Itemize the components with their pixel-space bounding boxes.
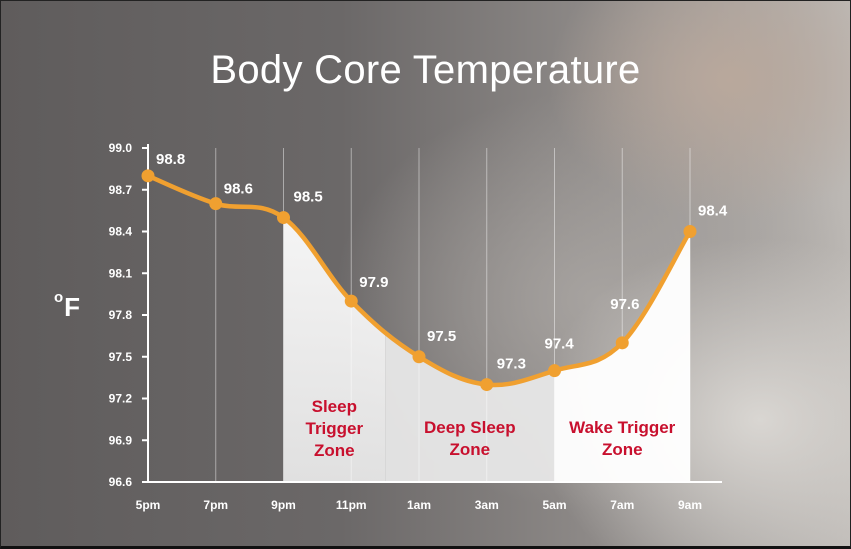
data-point-7pm	[209, 197, 223, 211]
x-tick-label-9am: 9am	[678, 498, 702, 512]
data-point-5pm	[141, 169, 155, 183]
zone-label-1-line-0: Deep Sleep	[424, 418, 516, 437]
data-label-5pm: 98.8	[156, 151, 185, 168]
degree-symbol: o	[54, 289, 64, 307]
y-tick-label: 98.1	[109, 266, 133, 280]
chart-title: Body Core Temperature	[210, 48, 641, 92]
data-point-9pm	[277, 211, 290, 225]
y-tick-label: 99.0	[109, 141, 133, 155]
data-label-9pm: 98.5	[294, 189, 323, 206]
zone-label-2-line-1: Zone	[602, 440, 643, 459]
y-tick-label: 97.5	[109, 350, 133, 364]
data-point-11pm	[344, 294, 358, 308]
data-point-5am	[548, 364, 561, 378]
y-axis-unit: F	[64, 292, 81, 322]
data-label-5am: 97.4	[545, 336, 575, 353]
zone-label-0-line-1: Trigger	[306, 419, 364, 438]
y-tick-label: 97.8	[109, 308, 133, 322]
x-tick-label-1am: 1am	[407, 498, 431, 512]
data-label-9am: 98.4	[698, 203, 728, 220]
zone-label-1-line-1: Zone	[450, 440, 491, 459]
x-tick-label-5pm: 5pm	[136, 498, 161, 512]
data-point-3am	[480, 378, 494, 392]
data-label-1am: 97.5	[427, 328, 456, 345]
data-label-7am: 97.6	[610, 296, 639, 313]
y-axis-unit-label: oF	[54, 289, 81, 323]
x-tick-label-11pm: 11pm	[336, 498, 367, 512]
zone-area-0	[283, 217, 386, 483]
data-label-3am: 97.3	[497, 356, 526, 373]
x-tick-label-9pm: 9pm	[271, 498, 296, 512]
data-point-1am	[412, 350, 426, 364]
data-label-11pm: 97.9	[359, 274, 388, 291]
data-point-7am	[615, 336, 629, 350]
zone-area-1	[385, 332, 555, 482]
data-label-7pm: 98.6	[224, 181, 253, 198]
x-tick-label-3am: 3am	[475, 498, 499, 512]
zone-label-2-line-0: Wake Trigger	[569, 418, 676, 437]
y-tick-label: 96.6	[109, 475, 133, 489]
x-tick-label-7pm: 7pm	[203, 498, 228, 512]
y-tick-label: 97.2	[109, 392, 133, 406]
y-tick-label: 98.7	[109, 183, 133, 197]
data-point-9am	[683, 225, 697, 238]
y-tick-label: 96.9	[109, 433, 133, 447]
x-tick-label-7am: 7am	[610, 498, 634, 512]
y-tick-label: 98.4	[109, 225, 133, 239]
zone-label-0-line-0: Sleep	[312, 397, 357, 416]
zone-label-0-line-2: Zone	[314, 441, 355, 460]
x-tick-label-5am: 5am	[542, 498, 566, 512]
